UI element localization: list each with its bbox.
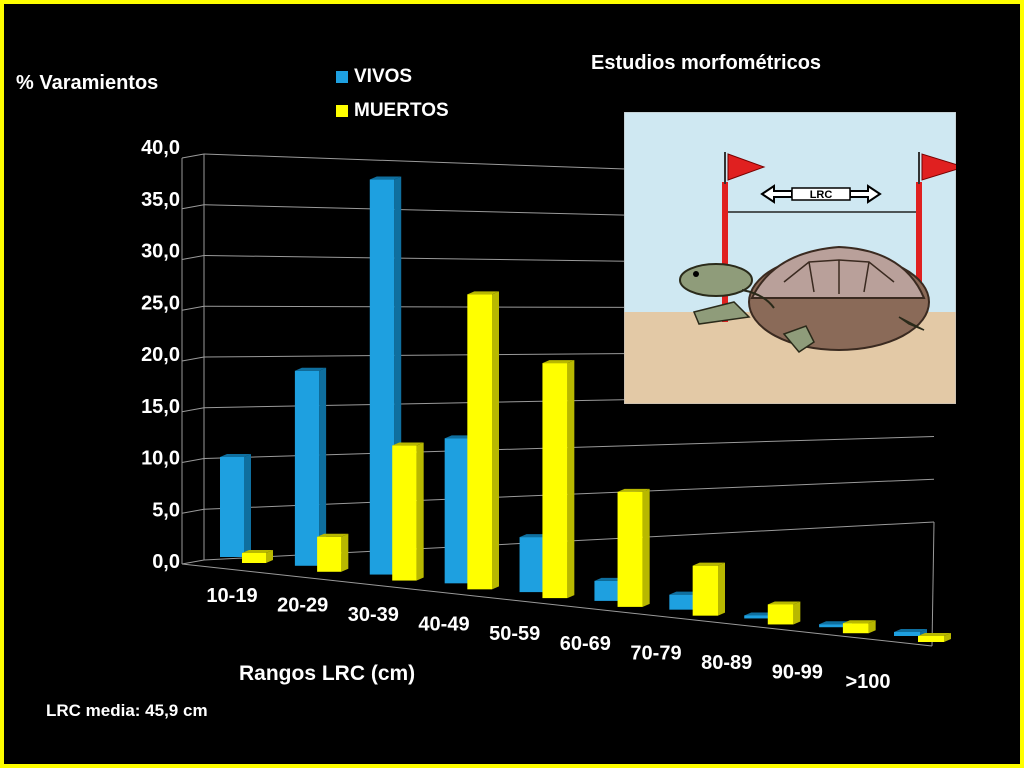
legend-label-muertos: MUERTOS bbox=[354, 100, 449, 121]
gridline-side bbox=[181, 204, 205, 210]
mean-lrc-note: LRC media: 45,9 cm bbox=[46, 701, 208, 720]
bar-muertos bbox=[767, 601, 801, 625]
chart-tick-labels: 0,0 5,0 10,0 15,0 20,0 25,0 30,0 35,0 40,0 10-19 2… bbox=[141, 137, 890, 693]
x-tick-label: 50-59 bbox=[489, 623, 540, 645]
bar-vivos bbox=[220, 454, 251, 557]
lrc-label: LRC bbox=[810, 189, 833, 201]
y-tick-label: 0,0 bbox=[152, 551, 180, 573]
bar-muertos bbox=[617, 488, 650, 607]
right-pole bbox=[916, 182, 922, 322]
legend-swatch-muertos bbox=[336, 105, 348, 117]
y-tick-label: 15,0 bbox=[141, 396, 180, 418]
legend-item-muertos: MUERTOS bbox=[336, 94, 449, 128]
left-pole bbox=[722, 182, 728, 322]
bar-muertos bbox=[317, 533, 349, 572]
floor-front-edge bbox=[181, 563, 933, 647]
gridline-side bbox=[181, 559, 205, 565]
gridline-side bbox=[181, 508, 205, 514]
chart-legend: VIVOS MUERTOS bbox=[336, 60, 449, 128]
x-tick-label: 90-99 bbox=[772, 661, 823, 683]
bar-muertos bbox=[242, 550, 273, 563]
bar-muertos bbox=[918, 633, 951, 642]
legend-label-vivos: VIVOS bbox=[354, 66, 413, 87]
x-tick-label: 70-79 bbox=[630, 642, 681, 664]
gridline-side bbox=[181, 458, 205, 463]
x-tick-label: 10-19 bbox=[206, 585, 257, 607]
legend-swatch-vivos bbox=[336, 71, 348, 83]
y-tick-label: 40,0 bbox=[141, 137, 180, 159]
turtle-measurement-illustration: LRC bbox=[624, 112, 956, 404]
floor-right-edge bbox=[931, 521, 935, 647]
y-tick-label: 20,0 bbox=[141, 344, 180, 366]
bar-muertos bbox=[692, 562, 725, 616]
bar-muertos bbox=[842, 620, 876, 634]
x-tick-label: 40-49 bbox=[418, 614, 469, 636]
chart-bars bbox=[220, 176, 951, 642]
gridline-side bbox=[181, 255, 205, 260]
x-axis-title: Rangos LRC (cm) bbox=[239, 662, 416, 685]
bar-muertos bbox=[542, 360, 575, 599]
bar-vivos bbox=[294, 367, 327, 566]
turtle-icon bbox=[679, 245, 930, 353]
x-tick-label: 80-89 bbox=[701, 652, 752, 674]
gridline-side bbox=[181, 407, 205, 413]
y-tick-label: 10,0 bbox=[141, 448, 180, 470]
gridline-side bbox=[181, 305, 205, 311]
bar-muertos bbox=[392, 442, 424, 581]
y-tick-label: 25,0 bbox=[141, 292, 180, 314]
bar-vivos bbox=[894, 629, 927, 636]
x-tick-label: 20-29 bbox=[277, 595, 328, 617]
y-tick-label: 30,0 bbox=[141, 241, 180, 263]
gridline-side bbox=[181, 356, 205, 362]
x-tick-label: >100 bbox=[845, 671, 890, 693]
bar-chart: 0,0 5,0 10,0 15,0 20,0 25,0 30,0 35,0 40,0 10-19 2… bbox=[141, 137, 951, 693]
x-tick-label: 60-69 bbox=[560, 633, 611, 655]
gridline-side bbox=[181, 153, 205, 159]
y-axis-title: % Varamientos bbox=[16, 72, 159, 94]
y-tick-label: 35,0 bbox=[141, 189, 180, 211]
legend-item-vivos: VIVOS bbox=[336, 60, 449, 94]
x-tick-label: 30-39 bbox=[348, 604, 399, 626]
left-flag-icon bbox=[727, 153, 766, 181]
y-tick-label: 5,0 bbox=[152, 499, 180, 521]
right-flag-icon bbox=[921, 153, 956, 181]
slide-title: Estudios morfométricos bbox=[591, 52, 822, 74]
bar-muertos bbox=[467, 291, 499, 590]
